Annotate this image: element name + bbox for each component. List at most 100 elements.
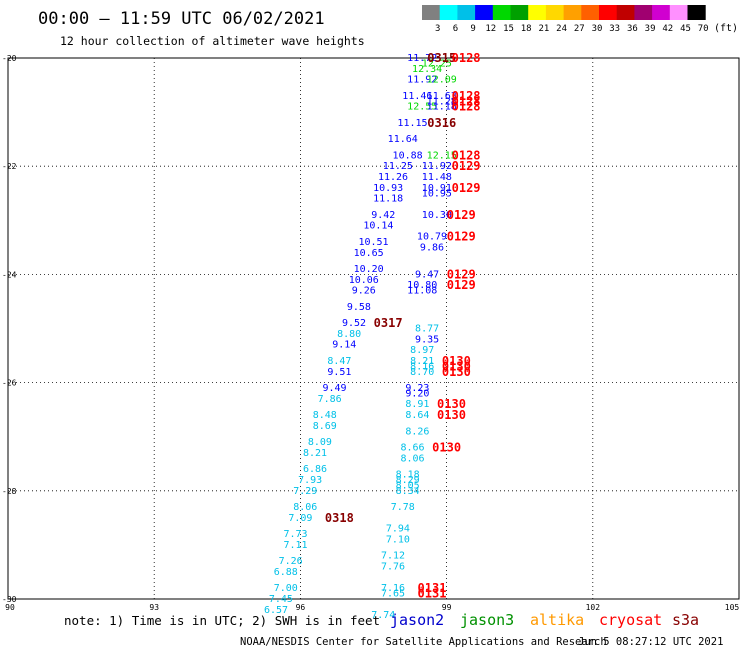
- wave-height-point: 8.64: [405, 410, 429, 421]
- chart-subtitle: 12 hour collection of altimeter wave hei…: [60, 34, 365, 48]
- wave-height-point: 10.51: [358, 237, 388, 248]
- wave-height-point: 8.16: [410, 361, 434, 372]
- wave-height-values: 11.7212.3411.9211.4612.5511.1511.6410.88…: [264, 53, 457, 621]
- wave-height-point: 11.18: [427, 102, 457, 113]
- wave-height-point: 10.95: [422, 188, 452, 199]
- wave-height-point: 10.93: [373, 183, 403, 194]
- wave-height-point: 6.88: [274, 567, 298, 578]
- wave-height-point: 7.12: [381, 551, 405, 562]
- colorbar-swatch: [510, 5, 529, 20]
- colorbar-tick: 70: [698, 24, 709, 34]
- wave-height-point: 8.29: [396, 475, 420, 486]
- colorbar-tick: 12: [485, 24, 496, 34]
- colorbar-tick: 27: [574, 24, 585, 34]
- colorbar-swatch: [439, 5, 458, 20]
- footer-timestamp: Jun 5 08:27:12 UTC 2021: [578, 636, 723, 648]
- wave-height-point: 11.92: [422, 161, 452, 172]
- legend-s3a: s3a: [672, 611, 699, 629]
- wave-height-point: 11.26: [378, 172, 408, 183]
- wave-height-point: 12.25: [422, 58, 452, 69]
- wave-height-point: 11.92: [407, 75, 437, 86]
- wave-height-point: 11.48: [422, 172, 452, 183]
- wave-height-point: 7.73: [283, 529, 307, 540]
- pass-labels: 0315012801280128012803160128012901290129…: [325, 51, 481, 601]
- wave-height-point: 8.97: [410, 345, 434, 356]
- wave-height-point: 12.09: [427, 75, 457, 86]
- colorbar-swatch: [616, 5, 635, 20]
- colorbar-swatch: [422, 5, 441, 20]
- wave-height-point: 11.64: [388, 134, 418, 145]
- colorbar-unit: (ft): [714, 23, 738, 34]
- wave-height-point: 12.34: [412, 64, 442, 75]
- wave-height-point: 8.05: [396, 480, 420, 491]
- colorbar-tick: 30: [592, 24, 603, 34]
- wave-height-point: 9.23: [405, 383, 429, 394]
- wave-height-point: 9.47: [415, 269, 439, 280]
- legend: jason2 jason3 altika cryosat s3a: [390, 611, 699, 629]
- plot-frame: [7, 57, 740, 600]
- wave-height-point: 8.66: [400, 443, 424, 454]
- colorbar-swatch: [545, 5, 565, 20]
- wave-height-point: 11.72: [407, 53, 437, 64]
- wave-height-point: 10.65: [354, 248, 384, 259]
- wave-height-point: 7.78: [391, 502, 415, 513]
- x-tick-label: 105: [725, 603, 740, 612]
- wave-height-point: 7.76: [381, 562, 405, 573]
- wave-height-point: 8.77: [415, 324, 439, 335]
- wave-height-point: 11.08: [407, 286, 437, 297]
- wave-height-point: 9.52: [342, 318, 366, 329]
- wave-height-point: 10.14: [363, 221, 393, 232]
- wave-height-point: 10.20: [354, 264, 384, 275]
- x-tick-label: 102: [586, 603, 601, 612]
- pass-time-label: 0128: [452, 100, 481, 114]
- wave-height-point: 10.91: [422, 183, 452, 194]
- wave-height-point: 9.51: [327, 367, 351, 378]
- wave-height-point: 11.46: [402, 91, 432, 102]
- wave-height-point: 9.86: [420, 242, 444, 253]
- wave-height-point: 10.80: [407, 280, 437, 291]
- wave-height-point: 7.00: [274, 583, 298, 594]
- pass-time-label: 0130: [442, 354, 471, 368]
- wave-height-point: 8.26: [405, 426, 429, 437]
- wave-height-point: 7.93: [298, 475, 322, 486]
- y-tick-label: -30: [2, 595, 17, 604]
- x-tick-label: 90: [5, 603, 15, 612]
- colorbar-tick: 42: [662, 24, 673, 34]
- wave-height-point: 7.45: [269, 594, 293, 605]
- wave-height-point: 11.18: [373, 194, 403, 205]
- wave-height-point: 11.15: [397, 118, 427, 129]
- wave-height-point: 8.70: [410, 367, 434, 378]
- y-tick-label: -28: [2, 487, 17, 496]
- colorbar-swatch: [652, 5, 671, 20]
- colorbar-tick: 45: [680, 24, 691, 34]
- pass-time-label: 0130: [437, 397, 466, 411]
- wave-height-point: 9.20: [405, 388, 429, 399]
- wave-height-point: 7.26: [279, 556, 303, 567]
- colorbar-tick: 18: [521, 24, 532, 34]
- wave-height-point: 9.42: [371, 210, 395, 221]
- wave-height-point: 12.55: [407, 102, 437, 113]
- wave-height-point: 11.28: [427, 96, 457, 107]
- pass-time-label: 0128: [452, 89, 481, 103]
- wave-height-point: 8.06: [400, 453, 424, 464]
- pass-time-label: 0131: [418, 581, 447, 595]
- x-tick-label: 96: [296, 603, 306, 612]
- pass-time-label: 0129: [447, 208, 476, 222]
- wave-height-point: 12.15: [427, 150, 457, 161]
- wave-height-point: 8.48: [313, 410, 337, 421]
- pass-time-label: 0129: [452, 181, 481, 195]
- pass-time-label: 0318: [325, 511, 354, 525]
- y-tick-label: -22: [2, 162, 17, 171]
- wave-height-point: 8.47: [327, 356, 351, 367]
- colorbar-tick: 21: [538, 24, 549, 34]
- y-axis: -20 -22 -24 -26 -28 -30: [2, 54, 17, 604]
- wave-height-point: 8.06: [293, 502, 317, 513]
- pass-time-label: 0129: [447, 267, 476, 281]
- wave-height-point: 7.09: [288, 513, 312, 524]
- pass-time-label: 0128: [452, 51, 481, 65]
- wave-height-point: 9.58: [347, 302, 371, 313]
- pass-time-label: 0315: [427, 51, 456, 65]
- wave-height-point: 8.34: [396, 486, 420, 497]
- wave-height-point: 8.09: [308, 437, 332, 448]
- colorbar: 3 6 9 12 15 18 21 24 27 30 33 36 39 42 45 70: [422, 5, 709, 34]
